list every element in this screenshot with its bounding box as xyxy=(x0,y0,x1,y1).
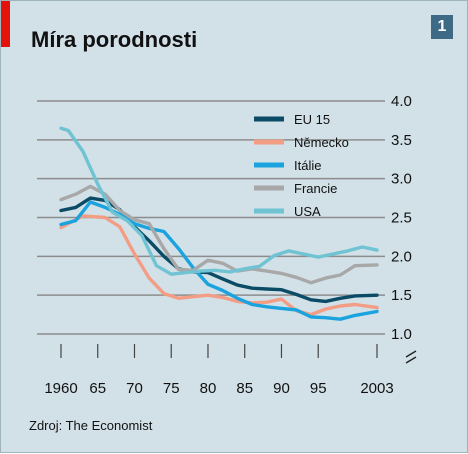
axis-break-stroke xyxy=(405,350,417,358)
series-line xyxy=(59,214,379,317)
legend: EU 15 Německo Itálie Francie USA xyxy=(254,112,349,219)
series-line xyxy=(59,126,379,276)
y-tick-label: 4.0 xyxy=(391,93,412,110)
legend-label: Itálie xyxy=(294,158,321,173)
x-tick-label: 80 xyxy=(200,380,217,397)
chart-title: Míra porodnosti xyxy=(31,27,198,52)
legend-label: Francie xyxy=(294,181,337,196)
legend-swatch xyxy=(254,116,284,122)
series-lines xyxy=(59,126,379,321)
x-tick-label: 75 xyxy=(163,380,180,397)
series-line xyxy=(59,196,379,304)
y-tick-label: 3.5 xyxy=(391,132,412,149)
x-tick-label: 95 xyxy=(310,380,327,397)
y-tick-label: 3.0 xyxy=(391,171,412,188)
x-tick-label: 65 xyxy=(89,380,106,397)
legend-label: USA xyxy=(294,204,321,219)
y-tick-label: 1.5 xyxy=(391,287,412,304)
legend-swatch xyxy=(254,162,284,168)
y-axis: 1.0 1.5 2.0 2.5 3.0 3.5 4.0 xyxy=(391,93,412,343)
legend-label: EU 15 xyxy=(294,112,330,127)
series-line xyxy=(59,184,379,285)
legend-swatch xyxy=(254,208,284,214)
legend-swatch xyxy=(254,139,284,145)
x-tick-label: 1960 xyxy=(44,380,77,397)
source-note: Zdroj: The Economist xyxy=(29,418,153,433)
axis-break-stroke xyxy=(405,356,417,364)
x-tick-label: 90 xyxy=(273,380,290,397)
x-tick-label: 85 xyxy=(236,380,253,397)
y-tick-label: 2.5 xyxy=(391,210,412,227)
x-tick-label: 2003 xyxy=(360,380,393,397)
legend-label: Německo xyxy=(294,135,349,150)
chart-number-badge: 1 xyxy=(431,15,453,39)
x-tick-label: 70 xyxy=(126,380,143,397)
legend-swatch xyxy=(254,185,284,191)
accent-tab xyxy=(1,1,10,47)
x-axis: 1960 65 70 75 80 85 90 95 2003 xyxy=(44,344,394,397)
y-tick-label: 2.0 xyxy=(391,248,412,265)
y-tick-label: 1.0 xyxy=(391,326,412,343)
axis-break-marker xyxy=(405,350,417,364)
